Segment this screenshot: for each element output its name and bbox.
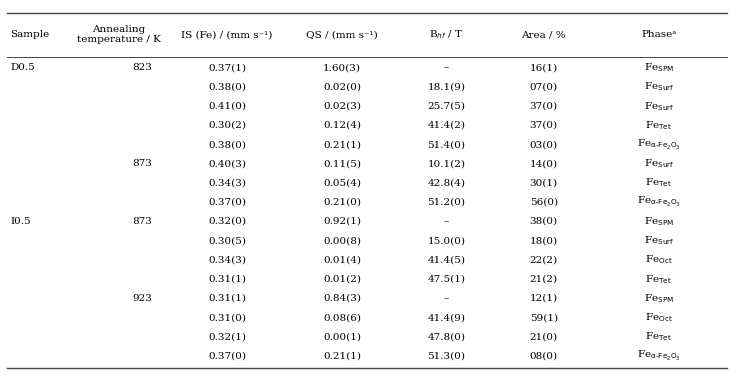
Text: Fe$_{\mathrm{Tet}}$: Fe$_{\mathrm{Tet}}$ [645,177,673,189]
Text: 0.32(1): 0.32(1) [208,332,246,341]
Text: 12(1): 12(1) [530,294,558,303]
Text: 08(0): 08(0) [530,351,558,360]
Text: 47.5(1): 47.5(1) [428,274,466,284]
Text: 0.37(0): 0.37(0) [208,198,246,207]
Text: 16(1): 16(1) [530,63,558,72]
Text: 0.01(2): 0.01(2) [323,274,361,284]
Text: 18(0): 18(0) [530,236,558,245]
Text: Phaseᵃ: Phaseᵃ [641,30,677,39]
Text: 0.38(0): 0.38(0) [208,82,246,92]
Text: 0.02(3): 0.02(3) [323,102,361,111]
Text: 51.3(0): 51.3(0) [428,351,466,360]
Text: 0.21(0): 0.21(0) [323,198,361,207]
Text: 0.31(0): 0.31(0) [208,313,246,322]
Text: I0.5: I0.5 [10,217,31,226]
Text: 823: 823 [133,63,153,72]
Text: 0.37(1): 0.37(1) [208,63,246,72]
Text: B$_{hf}$ / T: B$_{hf}$ / T [429,28,463,41]
Text: D0.5: D0.5 [10,63,35,72]
Text: 0.34(3): 0.34(3) [208,255,246,264]
Text: 38(0): 38(0) [530,217,558,226]
Text: 0.00(1): 0.00(1) [323,332,361,341]
Text: Area / %: Area / % [521,30,566,39]
Text: 30(1): 30(1) [530,178,558,188]
Text: 0.30(2): 0.30(2) [208,121,246,130]
Text: 10.1(2): 10.1(2) [428,159,466,168]
Text: 37(0): 37(0) [530,121,558,130]
Text: 51.4(0): 51.4(0) [428,140,466,149]
Text: Fe$_{\mathrm{Tet}}$: Fe$_{\mathrm{Tet}}$ [645,119,673,132]
Text: 41.4(9): 41.4(9) [428,313,466,322]
Text: 37(0): 37(0) [530,102,558,111]
Text: Fe$_{\mathrm{Surf}}$: Fe$_{\mathrm{Surf}}$ [644,158,674,170]
Text: Sample: Sample [10,30,50,39]
Text: 15.0(0): 15.0(0) [428,236,466,245]
Text: 0.84(3): 0.84(3) [323,294,361,303]
Text: 47.8(0): 47.8(0) [428,332,466,341]
Text: 07(0): 07(0) [530,82,558,92]
Text: 14(0): 14(0) [530,159,558,168]
Text: 21(0): 21(0) [530,332,558,341]
Text: 21(2): 21(2) [530,274,558,284]
Text: 0.41(0): 0.41(0) [208,102,246,111]
Text: 03(0): 03(0) [530,140,558,149]
Text: 0.40(3): 0.40(3) [208,159,246,168]
Text: 873: 873 [133,159,153,168]
Text: 0.11(5): 0.11(5) [323,159,361,168]
Text: Fe$_{\mathrm{Oct}}$: Fe$_{\mathrm{Oct}}$ [645,311,673,324]
Text: –: – [444,217,449,226]
Text: 0.05(4): 0.05(4) [323,178,361,188]
Text: Fe$_{\mathrm{Surf}}$: Fe$_{\mathrm{Surf}}$ [644,100,674,112]
Text: 923: 923 [133,294,153,303]
Text: 0.02(0): 0.02(0) [323,82,361,92]
Text: 25.7(5): 25.7(5) [428,102,466,111]
Text: 0.21(1): 0.21(1) [323,140,361,149]
Text: –: – [444,294,449,303]
Text: Fe$_{\mathrm{Oct}}$: Fe$_{\mathrm{Oct}}$ [645,254,673,266]
Text: 0.37(0): 0.37(0) [208,351,246,360]
Text: 56(0): 56(0) [530,198,558,207]
Text: QS / (mm s⁻¹): QS / (mm s⁻¹) [306,30,378,39]
Text: 1.60(3): 1.60(3) [323,63,361,72]
Text: Fe$_{\mathrm{Surf}}$: Fe$_{\mathrm{Surf}}$ [644,81,674,93]
Text: 51.2(0): 51.2(0) [428,198,466,207]
Text: 0.32(0): 0.32(0) [208,217,246,226]
Text: 42.8(4): 42.8(4) [428,178,466,188]
Text: 0.38(0): 0.38(0) [208,140,246,149]
Text: Fe$_{\mathrm{\alpha\text{-}Fe_2O_3}}$: Fe$_{\mathrm{\alpha\text{-}Fe_2O_3}}$ [637,138,681,152]
Text: 41.4(5): 41.4(5) [428,255,466,264]
Text: Fe$_{\mathrm{SPM}}$: Fe$_{\mathrm{SPM}}$ [644,62,674,74]
Text: Fe$_{\mathrm{Tet}}$: Fe$_{\mathrm{Tet}}$ [645,273,673,285]
Text: Fe$_{\mathrm{Surf}}$: Fe$_{\mathrm{Surf}}$ [644,234,674,247]
Text: 0.31(1): 0.31(1) [208,274,246,284]
Text: 0.01(4): 0.01(4) [323,255,361,264]
Text: 0.00(8): 0.00(8) [323,236,361,245]
Text: 22(2): 22(2) [530,255,558,264]
Text: Fe$_{\mathrm{\alpha\text{-}Fe_2O_3}}$: Fe$_{\mathrm{\alpha\text{-}Fe_2O_3}}$ [637,195,681,209]
Text: Fe$_{\mathrm{Tet}}$: Fe$_{\mathrm{Tet}}$ [645,330,673,343]
Text: 59(1): 59(1) [530,313,558,322]
Text: 0.08(6): 0.08(6) [323,313,361,322]
Text: 0.92(1): 0.92(1) [323,217,361,226]
Text: 41.4(2): 41.4(2) [428,121,466,130]
Text: 0.31(1): 0.31(1) [208,294,246,303]
Text: 873: 873 [133,217,153,226]
Text: 0.21(1): 0.21(1) [323,351,361,360]
Text: 0.34(3): 0.34(3) [208,178,246,188]
Text: Fe$_{\mathrm{SPM}}$: Fe$_{\mathrm{SPM}}$ [644,215,674,228]
Text: IS (Fe) / (mm s⁻¹): IS (Fe) / (mm s⁻¹) [181,30,273,39]
Text: 18.1(9): 18.1(9) [428,82,466,92]
Text: –: – [444,63,449,72]
Text: Fe$_{\mathrm{SPM}}$: Fe$_{\mathrm{SPM}}$ [644,292,674,305]
Text: Fe$_{\mathrm{\alpha\text{-}Fe_2O_3}}$: Fe$_{\mathrm{\alpha\text{-}Fe_2O_3}}$ [637,349,681,363]
Text: 0.12(4): 0.12(4) [323,121,361,130]
Text: 0.30(5): 0.30(5) [208,236,246,245]
Text: Annealing
temperature / K: Annealing temperature / K [77,25,161,44]
